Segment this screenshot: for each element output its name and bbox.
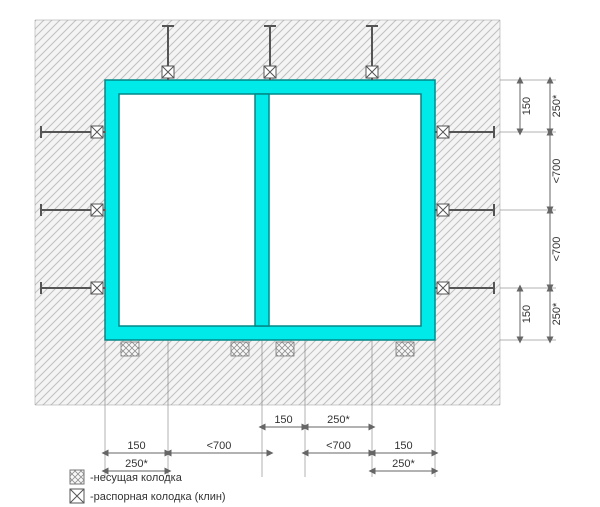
legend-block-icon [70,470,84,484]
window-frame [105,80,435,340]
diagram-svg: 150 250* <700 <700 150 250* 150 250* 150 250* <700… [0,0,600,507]
spacer-block [91,282,103,294]
dim-label: 150 [274,414,292,426]
spacer-block [437,282,449,294]
spacer-block [437,204,449,216]
mullion [255,94,269,326]
spacer-block [162,66,174,78]
dim-label: 150 [127,440,145,452]
dim-label: 150 [394,440,412,452]
dim-label: 250* [551,94,563,117]
spacer-block [437,126,449,138]
legend-block-text: -несущая колодка [90,472,183,484]
bearing-block [276,342,294,356]
dim-label: <700 [207,440,232,452]
dim-label: 250* [327,414,350,426]
dim-label: 250* [125,458,148,470]
spacer-block [91,126,103,138]
dim-label: 150 [521,97,533,115]
bearing-block [121,342,139,356]
dim-label: 150 [521,305,533,323]
bearing-block [231,342,249,356]
dim-label: 250* [392,458,415,470]
spacer-block [91,204,103,216]
dim-label: <700 [551,159,563,184]
bearing-block [396,342,414,356]
dim-label: <700 [551,237,563,262]
diagram-canvas: 150 250* <700 <700 150 250* 150 250* 150 250* <700… [0,0,600,507]
spacer-block [366,66,378,78]
dim-label: 250* [551,302,563,325]
spacer-block [70,489,84,503]
spacer-block [264,66,276,78]
legend-spacer-text: -распорная колодка (клин) [90,491,226,503]
dim-label: <700 [326,440,351,452]
